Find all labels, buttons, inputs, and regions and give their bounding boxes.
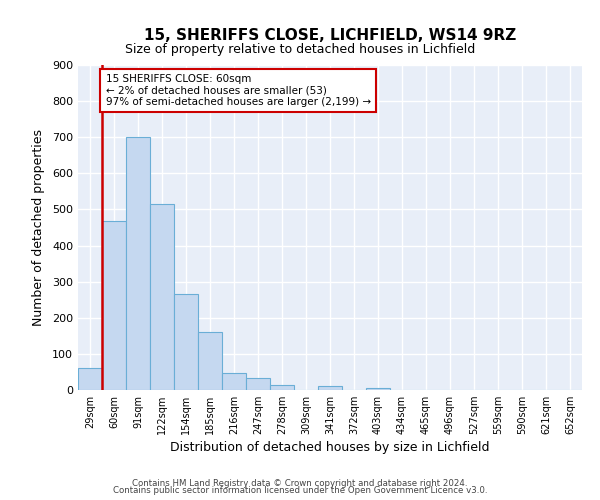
Bar xyxy=(174,294,198,390)
X-axis label: Distribution of detached houses by size in Lichfield: Distribution of detached houses by size … xyxy=(170,442,490,454)
Bar xyxy=(366,388,390,390)
Bar xyxy=(318,386,342,390)
Bar xyxy=(150,204,174,390)
Bar xyxy=(222,373,246,390)
Text: 15 SHERIFFS CLOSE: 60sqm
← 2% of detached houses are smaller (53)
97% of semi-de: 15 SHERIFFS CLOSE: 60sqm ← 2% of detache… xyxy=(106,74,371,107)
Bar xyxy=(78,368,102,390)
Bar xyxy=(198,332,222,390)
Text: Size of property relative to detached houses in Lichfield: Size of property relative to detached ho… xyxy=(125,42,475,56)
Bar xyxy=(102,222,126,390)
Bar xyxy=(126,137,150,390)
Text: Contains public sector information licensed under the Open Government Licence v3: Contains public sector information licen… xyxy=(113,486,487,495)
Bar xyxy=(246,378,270,390)
Bar xyxy=(270,385,294,390)
Y-axis label: Number of detached properties: Number of detached properties xyxy=(32,129,45,326)
Text: Contains HM Land Registry data © Crown copyright and database right 2024.: Contains HM Land Registry data © Crown c… xyxy=(132,478,468,488)
Title: 15, SHERIFFS CLOSE, LICHFIELD, WS14 9RZ: 15, SHERIFFS CLOSE, LICHFIELD, WS14 9RZ xyxy=(144,28,516,43)
